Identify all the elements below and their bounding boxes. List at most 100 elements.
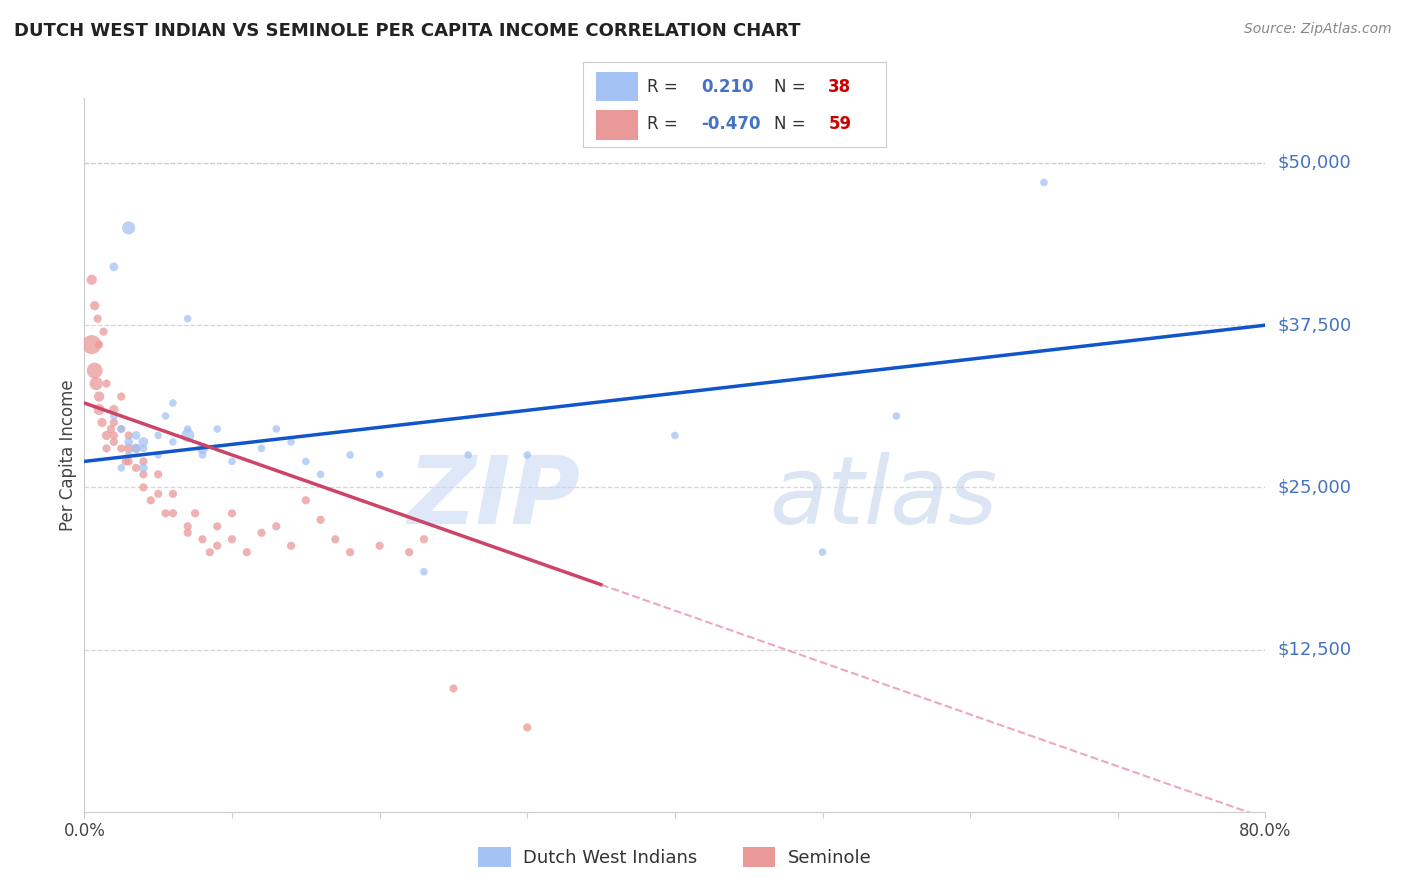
Point — [162, 396, 184, 410]
Point — [368, 467, 391, 482]
Point — [398, 545, 420, 559]
Point — [110, 422, 132, 436]
Point — [118, 442, 141, 456]
Point — [184, 506, 207, 520]
Text: 0.210: 0.210 — [702, 78, 754, 96]
Text: $12,500: $12,500 — [1277, 640, 1351, 658]
Point — [91, 416, 114, 430]
Point — [339, 448, 361, 462]
Point — [118, 434, 141, 449]
Point — [205, 519, 228, 533]
Text: $50,000: $50,000 — [1277, 154, 1351, 172]
Point — [250, 525, 273, 540]
Point — [83, 299, 105, 313]
Point — [110, 461, 132, 475]
Point — [1032, 176, 1054, 190]
Text: N =: N = — [773, 78, 811, 96]
Point — [155, 506, 177, 520]
Point — [103, 402, 125, 417]
Text: $25,000: $25,000 — [1277, 478, 1351, 496]
Text: Source: ZipAtlas.com: Source: ZipAtlas.com — [1244, 22, 1392, 37]
Point — [87, 337, 111, 351]
Point — [125, 428, 148, 442]
Point — [87, 402, 111, 417]
Point — [177, 311, 200, 326]
Point — [191, 533, 214, 547]
Point — [264, 519, 288, 533]
Point — [198, 545, 221, 559]
Point — [80, 273, 103, 287]
Point — [96, 442, 118, 456]
Point — [132, 467, 155, 482]
Point — [811, 545, 834, 559]
Point — [205, 422, 228, 436]
Point — [264, 422, 288, 436]
Point — [441, 681, 464, 696]
Text: 59: 59 — [828, 115, 852, 133]
Point — [110, 390, 132, 404]
Point — [114, 454, 136, 468]
Point — [103, 416, 125, 430]
Point — [191, 442, 214, 456]
Point — [235, 545, 259, 559]
Point — [368, 539, 391, 553]
Point — [83, 363, 105, 377]
Text: R =: R = — [647, 78, 683, 96]
Point — [96, 376, 118, 391]
FancyBboxPatch shape — [596, 110, 638, 139]
Point — [295, 454, 318, 468]
Point — [205, 539, 228, 553]
Point — [664, 428, 686, 442]
Point — [295, 493, 318, 508]
Point — [125, 442, 148, 456]
Point — [413, 565, 436, 579]
Point — [221, 506, 243, 520]
Point — [110, 442, 132, 456]
Point — [309, 513, 332, 527]
Point — [103, 409, 125, 423]
FancyBboxPatch shape — [596, 71, 638, 102]
Point — [118, 428, 141, 442]
Point — [413, 533, 436, 547]
Text: 38: 38 — [828, 78, 852, 96]
Point — [177, 525, 200, 540]
Point — [177, 428, 200, 442]
Point — [280, 539, 302, 553]
Point — [309, 467, 332, 482]
Point — [132, 442, 155, 456]
Point — [162, 506, 184, 520]
Point — [84, 376, 107, 391]
Text: ZIP: ZIP — [408, 451, 581, 544]
Point — [148, 448, 170, 462]
Point — [87, 390, 111, 404]
Point — [110, 422, 132, 436]
Point — [96, 428, 118, 442]
Point — [516, 720, 538, 734]
Point — [516, 448, 538, 462]
Point — [100, 422, 122, 436]
Point — [125, 442, 148, 456]
Point — [132, 480, 155, 494]
Y-axis label: Per Capita Income: Per Capita Income — [59, 379, 77, 531]
Point — [148, 487, 170, 501]
Point — [86, 311, 108, 326]
Point — [221, 454, 243, 468]
Point — [250, 442, 273, 456]
Text: -0.470: -0.470 — [702, 115, 761, 133]
Point — [177, 422, 200, 436]
Point — [80, 337, 103, 351]
Point — [155, 409, 177, 423]
Point — [103, 434, 125, 449]
Point — [280, 434, 302, 449]
Point — [886, 409, 908, 423]
Point — [323, 533, 347, 547]
Legend: Dutch West Indians, Seminole: Dutch West Indians, Seminole — [471, 839, 879, 874]
Point — [177, 519, 200, 533]
Point — [118, 454, 141, 468]
Point — [132, 434, 155, 449]
Point — [221, 533, 243, 547]
Point — [339, 545, 361, 559]
Point — [191, 448, 214, 462]
Text: R =: R = — [647, 115, 683, 133]
Point — [162, 434, 184, 449]
